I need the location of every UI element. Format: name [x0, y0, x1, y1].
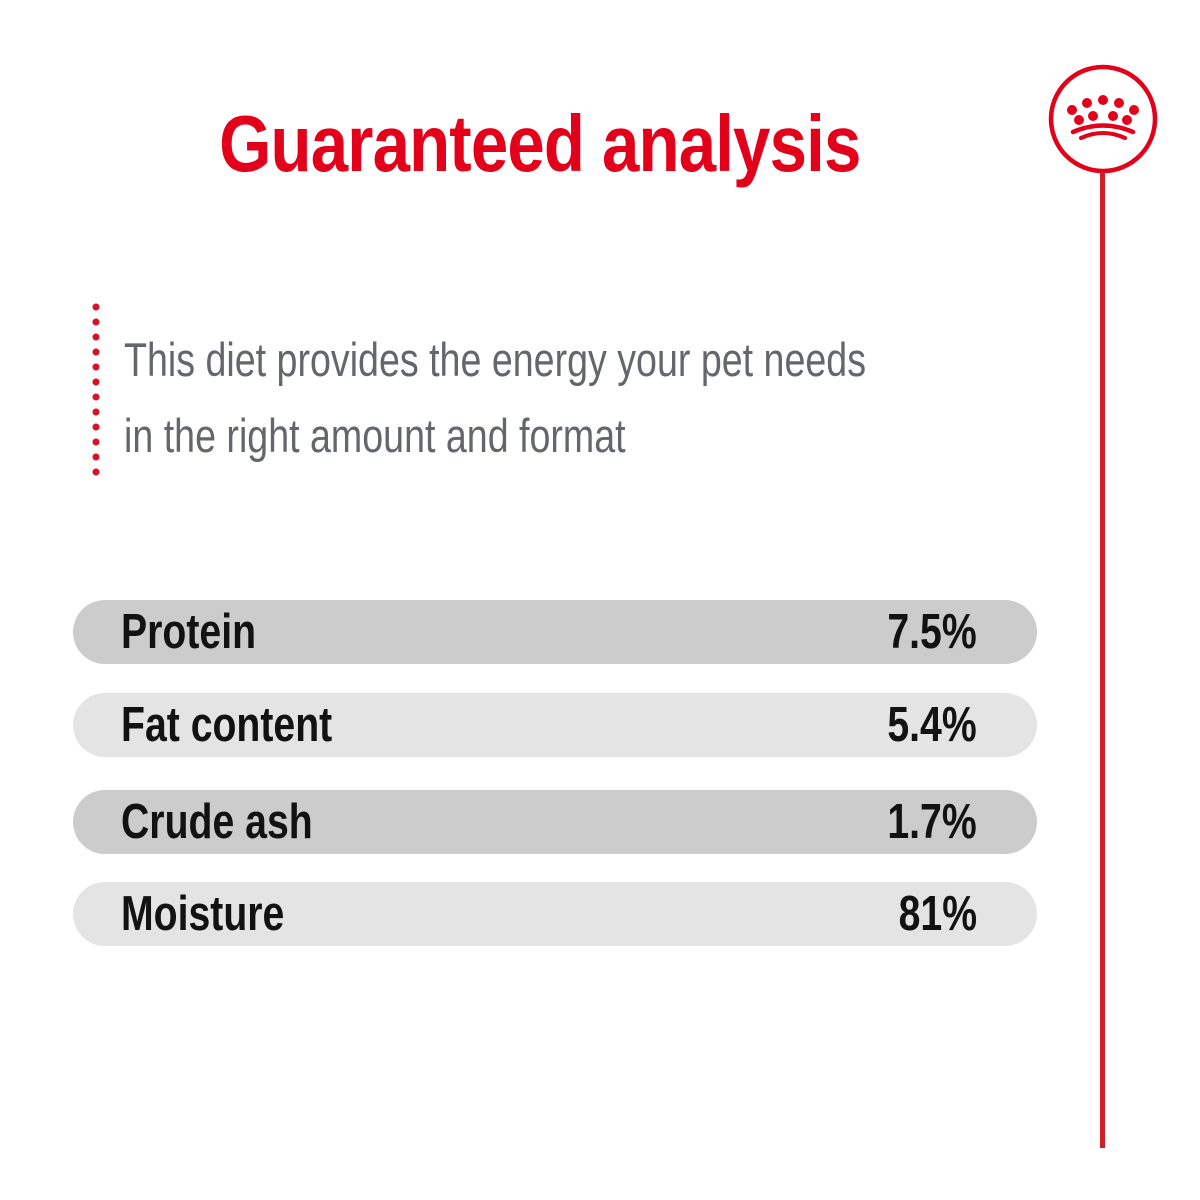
row-value: 81%	[898, 887, 977, 941]
subtitle: This diet provides the energy your pet n…	[124, 322, 1024, 474]
crown-icon	[1048, 64, 1158, 174]
row-value: 1.7%	[887, 795, 977, 849]
dotted-accent-line	[92, 303, 100, 479]
table-row-fat-content: Fat content 5.4%	[73, 693, 1037, 757]
page-title: Guaranteed analysis	[219, 99, 861, 188]
subtitle-line-1: This diet provides the energy your pet n…	[124, 333, 866, 386]
row-label: Moisture	[121, 887, 285, 941]
table-row-crude-ash: Crude ash 1.7%	[73, 790, 1037, 854]
page-title-wrap: Guaranteed analysis	[40, 102, 1040, 186]
row-value: 7.5%	[887, 605, 977, 659]
vertical-accent-line	[1100, 172, 1105, 1148]
table-row-moisture: Moisture 81%	[73, 882, 1037, 946]
row-label: Crude ash	[121, 795, 313, 849]
analysis-table: Protein 7.5% Fat content 5.4% Crude ash …	[73, 600, 1037, 946]
table-row-protein: Protein 7.5%	[73, 600, 1037, 664]
row-label: Fat content	[121, 698, 333, 752]
subtitle-line-2: in the right amount and format	[124, 409, 626, 462]
row-label: Protein	[121, 605, 257, 659]
row-value: 5.4%	[887, 698, 977, 752]
